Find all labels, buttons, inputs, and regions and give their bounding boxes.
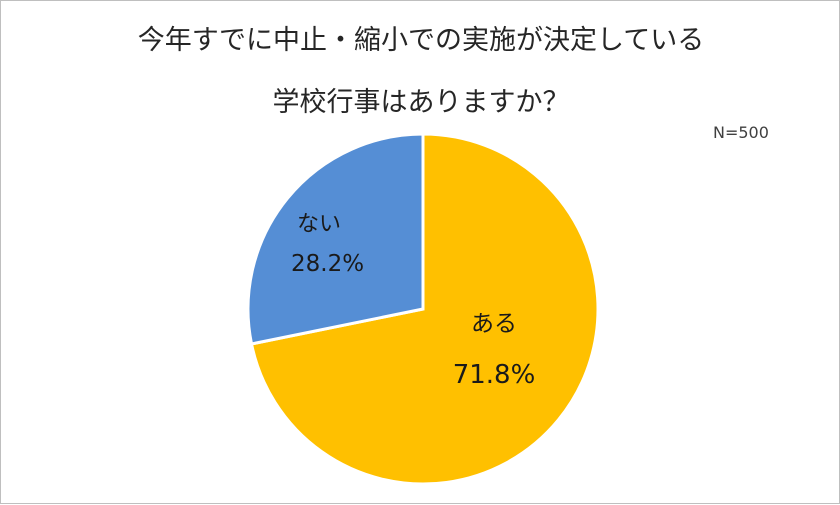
chart-subtitle: 学校行事はありますか？	[272, 87, 570, 118]
slice-label-nai: ない	[297, 212, 341, 237]
slice-value-nai: 28.2%	[291, 251, 364, 277]
slice-value-aru: 71.8%	[453, 360, 536, 390]
pie-slice-nai	[246, 132, 425, 346]
sample-size-note: N=500	[713, 123, 769, 142]
chart-title: 今年すでに中止・縮小での実施が決定している	[137, 25, 705, 56]
pie-slice-aru	[249, 132, 600, 486]
slice-label-aru: ある	[471, 311, 517, 337]
